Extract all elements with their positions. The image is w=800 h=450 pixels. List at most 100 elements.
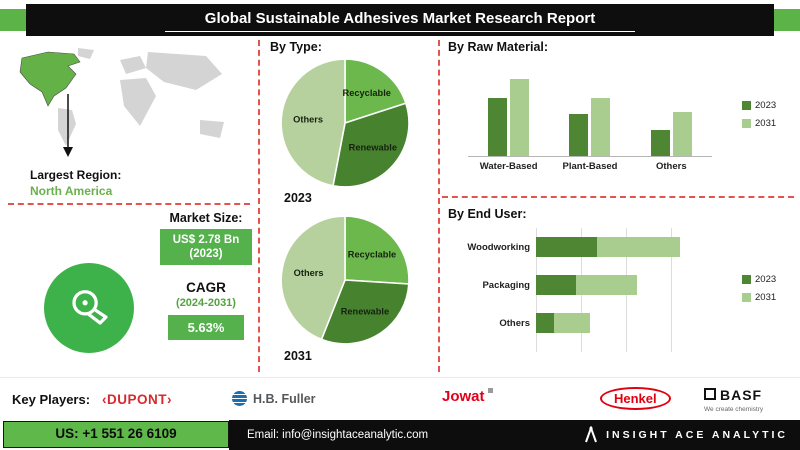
- pie-slice-recyclable: [344, 215, 410, 285]
- bar-plant-based-2023: [569, 113, 589, 156]
- bar-category-label: Plant-Based: [562, 161, 618, 172]
- market-size-value: US$ 2.78 Bn: [172, 234, 240, 246]
- pie-slice-label: Others: [293, 115, 323, 125]
- bar-group-water-based: [488, 62, 530, 156]
- legend-label: 2023: [755, 274, 777, 285]
- raw-material-legend: 2023 2031: [742, 100, 776, 129]
- email-bar: Email: info@insightaceanalytic.com: [229, 420, 800, 450]
- market-size-label: Market Size:: [169, 211, 243, 225]
- by-type-pie-2031: Recyclable Renewable Others: [280, 215, 410, 345]
- jowat-logo: Jowat: [442, 388, 493, 405]
- adhesive-icon-badge: [44, 263, 134, 353]
- email-contact: Email: info@insightaceanalytic.com: [247, 429, 429, 441]
- right-dashed-divider: [442, 196, 794, 198]
- pie-slice-label: Others: [294, 268, 324, 278]
- legend-swatch-2023: [742, 101, 751, 110]
- end-user-chart: Woodworking Packaging Others: [452, 228, 720, 358]
- pie-slice-others: [280, 215, 346, 341]
- hb-fuller-logo: H.B. Fuller: [232, 391, 316, 406]
- header-corner-left-accent: [0, 9, 26, 31]
- legend-item-2031: 2031: [742, 118, 776, 129]
- brand-lockup: INSIGHT ACE ANALYTIC: [583, 420, 788, 450]
- bar-plant-based-2031: [591, 97, 611, 156]
- map-region-africa: [120, 78, 156, 126]
- raw-material-category-labels: Water-Based Plant-Based Others: [468, 161, 712, 172]
- title-bar: Global Sustainable Adhesives Market Rese…: [26, 4, 774, 36]
- legend-label: 2031: [755, 292, 777, 303]
- cagr-label: CAGR: [186, 280, 226, 295]
- pie-slice-recyclable: [344, 58, 407, 125]
- market-size-value-box: US$ 2.78 Bn (2023): [160, 229, 252, 265]
- bar-others-2023: [650, 129, 670, 156]
- end-user-legend: 2023 2031: [742, 274, 776, 303]
- basf-logo-text: BASF: [720, 387, 763, 403]
- key-players-label: Key Players:: [12, 392, 91, 407]
- legend-swatch-2031: [742, 293, 751, 302]
- end-user-category-label: Others: [499, 317, 530, 329]
- bar-category-label: Others: [656, 161, 687, 172]
- dupont-logo: ‹DUPONT›: [102, 392, 172, 407]
- hb-fuller-globe-icon: [232, 391, 247, 406]
- report-title: Global Sustainable Adhesives Market Rese…: [204, 10, 596, 27]
- end-user-bar-track: [536, 275, 716, 295]
- end-user-row-woodworking: Woodworking: [452, 236, 720, 258]
- raw-material-bar-plot: [468, 62, 712, 157]
- bar-segment-2031: [554, 313, 590, 333]
- adhesive-tape-icon: [72, 290, 108, 325]
- header-corner-right-accent: [774, 9, 800, 31]
- bar-water-based-2031: [510, 78, 530, 156]
- bar-group-plant-based: [569, 62, 611, 156]
- end-user-row-others: Others: [452, 312, 720, 334]
- jowat-square-icon: [487, 388, 493, 393]
- end-user-category-label: Packaging: [482, 279, 530, 291]
- henkel-logo-text: Henkel: [614, 391, 657, 406]
- legend-label: 2023: [755, 100, 777, 111]
- pie-slice-label: Renewable: [341, 306, 389, 316]
- phone-contact: US: +1 551 26 6109: [3, 421, 229, 448]
- bar-segment-2023: [536, 237, 598, 257]
- bar-others-2031: [672, 111, 692, 156]
- bar-segment-2023: [536, 275, 576, 295]
- end-user-row-packaging: Packaging: [452, 274, 720, 296]
- bar-segment-2031: [575, 275, 637, 295]
- section-title-by-end-user: By End User:: [448, 207, 527, 221]
- map-region-south-america: [58, 108, 76, 146]
- legend-swatch-2023: [742, 275, 751, 284]
- legend-item-2031: 2031: [742, 292, 776, 303]
- brand-name: INSIGHT ACE ANALYTIC: [606, 429, 788, 441]
- dupont-logo-text: ‹DUPONT›: [102, 392, 172, 407]
- pie-year-2031: 2031: [284, 349, 312, 363]
- legend-item-2023: 2023: [742, 274, 776, 285]
- pie-slice-others: [280, 58, 346, 187]
- bar-category-label: Water-Based: [479, 161, 538, 172]
- basf-tagline: We create chemistry: [704, 406, 764, 413]
- map-region-north-america: [19, 51, 81, 107]
- pie-slice-renewable: [320, 279, 410, 345]
- end-user-category-label: Woodworking: [467, 241, 530, 253]
- pie-slice-label: Renewable: [349, 143, 397, 153]
- insight-ace-analytic-icon: [585, 426, 598, 443]
- cagr-period: (2024-2031): [176, 297, 236, 309]
- map-region-australia: [200, 120, 224, 138]
- pie-slice-renewable: [332, 102, 410, 188]
- basf-square-icon: [704, 388, 716, 400]
- region-pointer-arrowhead: [63, 147, 73, 157]
- vertical-dashed-divider-2: [438, 40, 440, 372]
- vertical-dashed-divider-1: [258, 40, 260, 372]
- map-region-europe: [120, 56, 146, 74]
- section-title-by-raw-material: By Raw Material:: [448, 40, 549, 54]
- bar-water-based-2023: [488, 97, 508, 156]
- pie-slice-label: Recyclable: [343, 88, 391, 98]
- pie-year-2023: 2023: [284, 191, 312, 205]
- legend-swatch-2031: [742, 119, 751, 128]
- hb-fuller-logo-text: H.B. Fuller: [253, 391, 316, 406]
- world-map: [19, 48, 224, 157]
- left-dashed-divider: [8, 203, 250, 205]
- end-user-bar-track: [536, 313, 716, 333]
- jowat-logo-text: Jowat: [442, 388, 485, 405]
- henkel-logo: Henkel: [600, 387, 671, 410]
- section-title-by-type: By Type:: [270, 40, 322, 54]
- market-size-year: (2023): [189, 248, 223, 260]
- bar-group-others: [650, 62, 692, 156]
